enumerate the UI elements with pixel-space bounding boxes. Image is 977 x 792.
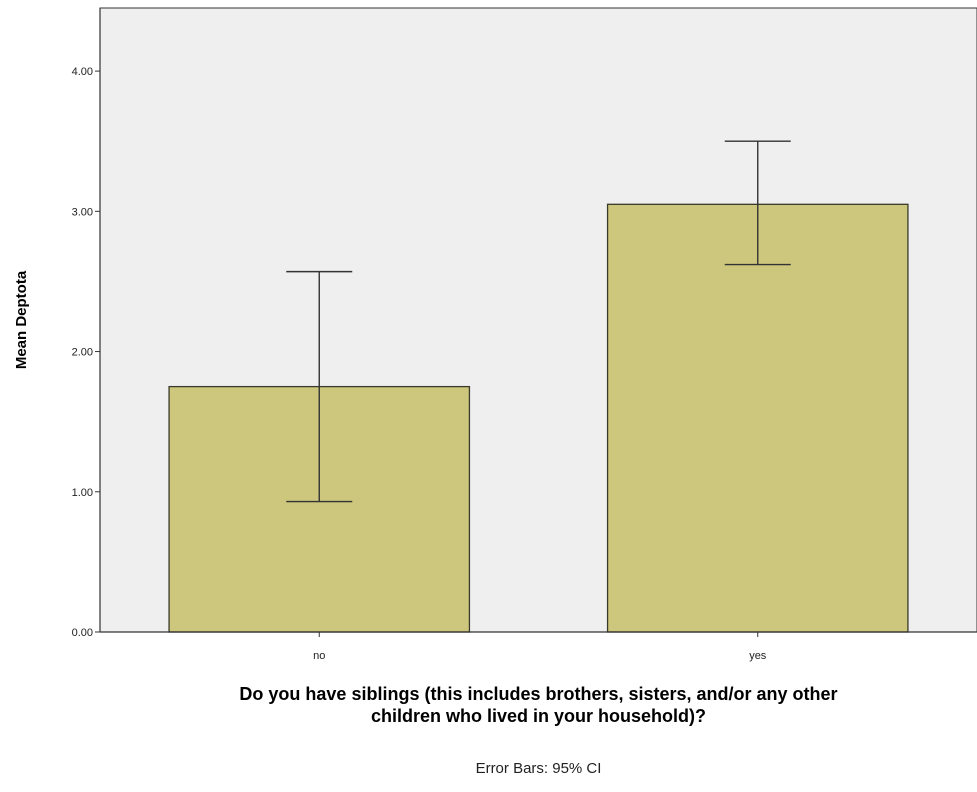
x-tick-label-no: no: [313, 650, 325, 662]
bar-yes: [606, 203, 909, 633]
y-tick-label: 3.00: [72, 206, 93, 218]
y-tick-label: 2.00: [72, 347, 93, 359]
x-axis-title-line-1: Do you have siblings (this includes brot…: [239, 684, 838, 704]
x-axis-title-line-2: children who lived in your household)?: [370, 706, 706, 726]
x-tick-label-yes: yes: [749, 650, 767, 662]
error-bar-note: Error Bars: 95% CI: [475, 760, 602, 777]
y-tick-label: 0.00: [72, 627, 93, 639]
y-tick-label: 4.00: [72, 66, 93, 78]
y-tick-label: 1.00: [72, 487, 93, 499]
y-axis-title: Mean Deptota: [13, 270, 30, 369]
x-axis-title: Do you have siblings (this includes brot…: [100, 683, 977, 727]
